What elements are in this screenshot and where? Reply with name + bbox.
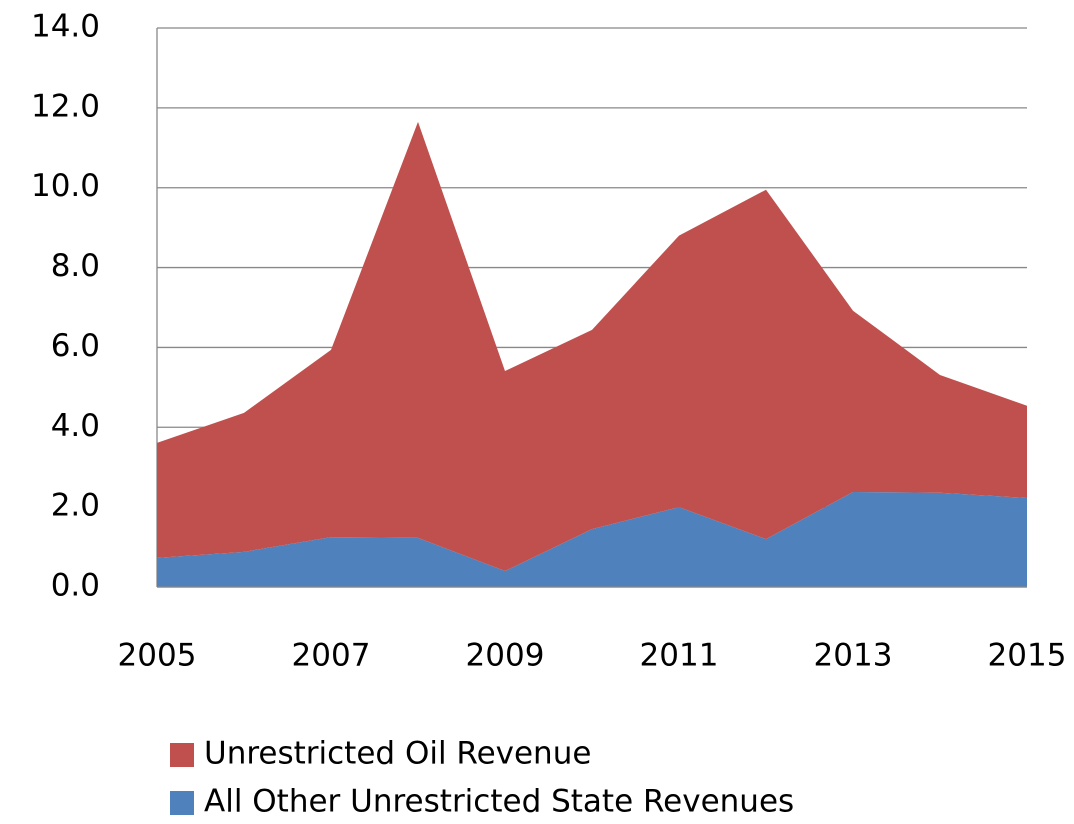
y-tick-label: 0.0: [51, 568, 100, 604]
y-tick-label: 12.0: [31, 88, 100, 124]
legend-label: All Other Unrestricted State Revenues: [204, 784, 794, 820]
y-tick-label: 4.0: [51, 408, 100, 444]
legend-swatch: [170, 791, 194, 815]
area: [157, 121, 1027, 572]
x-tick-label: 2005: [118, 638, 197, 674]
y-tick-label: 6.0: [51, 328, 100, 364]
x-tick-label: 2013: [814, 638, 893, 674]
legend-swatch: [170, 743, 194, 767]
y-tick-label: 14.0: [31, 9, 100, 45]
area: [157, 491, 1027, 587]
y-tick-label: 10.0: [31, 168, 100, 204]
x-tick-label: 2011: [640, 638, 719, 674]
y-tick-label: 8.0: [51, 248, 100, 284]
legend-label: Unrestricted Oil Revenue: [204, 736, 591, 772]
y-tick-label: 2.0: [51, 488, 100, 524]
x-tick-label: 2009: [466, 638, 545, 674]
x-tick-label: 2015: [988, 638, 1067, 674]
x-tick-label: 2007: [292, 638, 371, 674]
